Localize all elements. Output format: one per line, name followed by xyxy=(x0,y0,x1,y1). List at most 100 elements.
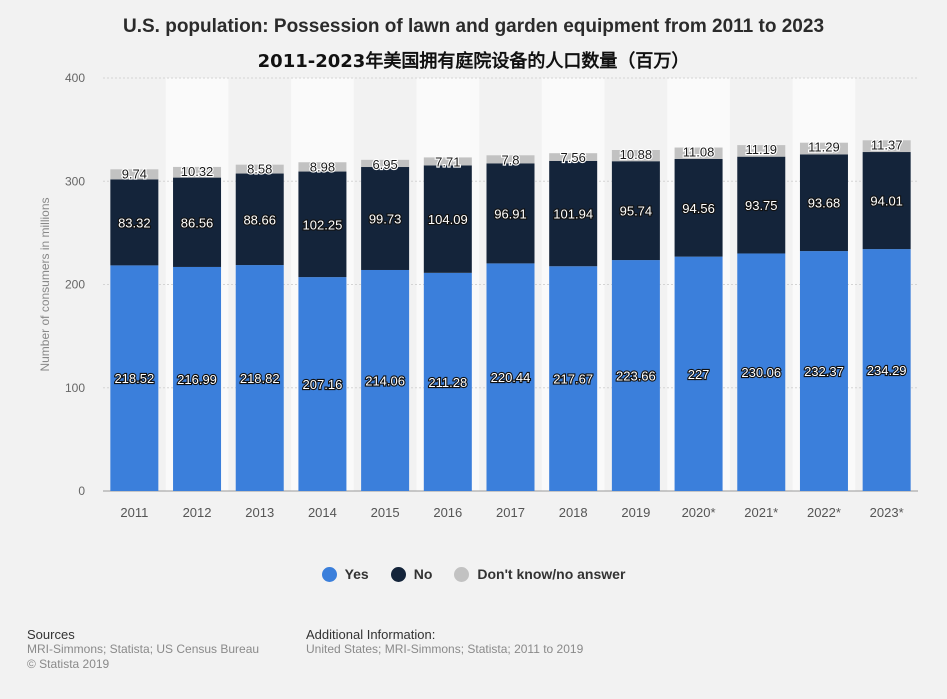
legend-label-dont-know: Don't know/no answer xyxy=(477,566,626,582)
bar-segment xyxy=(611,260,660,491)
data-label: 220.44 xyxy=(491,370,531,385)
bar-segment xyxy=(110,265,159,491)
data-label: 94.01 xyxy=(870,194,903,209)
x-tick-label: 2011 xyxy=(120,505,148,520)
legend-item-yes[interactable]: Yes xyxy=(321,566,369,582)
data-label: 7.71 xyxy=(435,154,460,169)
bar-segment xyxy=(737,253,786,491)
bar-segment xyxy=(549,153,598,162)
legend-label-no: No xyxy=(413,566,433,582)
x-tick-label: 2021* xyxy=(744,505,778,520)
bar-segment xyxy=(235,173,284,266)
data-label: 93.75 xyxy=(745,198,778,213)
bar-segment xyxy=(737,156,786,254)
x-tick-label: 2020* xyxy=(682,505,716,520)
data-label: 10.32 xyxy=(181,164,214,179)
data-label: 11.37 xyxy=(871,137,903,152)
data-label: 227 xyxy=(688,367,710,382)
bar-segment xyxy=(862,140,911,153)
data-label: 88.66 xyxy=(243,212,276,227)
bar-segment xyxy=(298,162,347,172)
bar-segment xyxy=(674,256,723,491)
data-label: 211.28 xyxy=(428,375,467,390)
data-label: 218.82 xyxy=(240,371,280,386)
data-label: 11.19 xyxy=(745,142,777,157)
data-label: 10.88 xyxy=(620,147,653,162)
x-tick-label: 2019 xyxy=(621,505,650,520)
bar-segment xyxy=(799,142,848,155)
x-tick-label: 2016 xyxy=(433,505,462,520)
additional-info-text: United States; MRI-Simmons; Statista; 20… xyxy=(306,642,584,656)
data-label: 11.08 xyxy=(683,145,715,160)
bar-segment xyxy=(799,154,848,252)
bar-segment xyxy=(423,165,472,273)
y-axis-label: Number of consumers in millions xyxy=(38,197,52,371)
bar-segment xyxy=(173,166,222,178)
data-label: 99.73 xyxy=(369,211,402,226)
data-label: 86.56 xyxy=(181,215,214,230)
sources-text: MRI-Simmons; Statista; US Census Bureau xyxy=(27,642,260,656)
bar-segment xyxy=(361,159,410,168)
data-label: 8.98 xyxy=(310,159,335,174)
bar-segment xyxy=(110,169,159,180)
legend-marker-dont-know xyxy=(454,566,470,582)
x-tick-label: 2015 xyxy=(371,505,400,520)
chart-legend: Yes No Don't know/no answer xyxy=(0,566,947,582)
chart-title: U.S. population: Possession of lawn and … xyxy=(122,16,825,37)
data-label: 95.74 xyxy=(620,204,653,219)
data-label: 223.66 xyxy=(616,369,656,384)
y-tick-label: 400 xyxy=(65,71,85,85)
bar-segment xyxy=(361,269,410,491)
x-tick-label: 2018 xyxy=(559,505,588,520)
data-label: 218.52 xyxy=(114,371,154,386)
data-label: 9.74 xyxy=(122,166,147,181)
y-tick-label: 300 xyxy=(65,174,85,188)
data-label: 83.32 xyxy=(118,215,151,230)
data-label: 8.58 xyxy=(247,162,272,177)
bar-segment xyxy=(486,163,535,264)
sources-heading: Sources xyxy=(27,627,75,642)
bar-segment xyxy=(486,263,535,491)
additional-info-block: Additional Information: United States; M… xyxy=(306,627,583,657)
bar-segment xyxy=(423,272,472,491)
data-label: 96.91 xyxy=(494,206,527,221)
bar-segment xyxy=(611,161,660,261)
data-label: 6.95 xyxy=(372,157,397,172)
bar-segment xyxy=(298,171,347,278)
legend-item-dont-know[interactable]: Don't know/no answer xyxy=(454,566,625,582)
data-label: 230.06 xyxy=(741,365,781,380)
y-tick-label: 0 xyxy=(78,484,85,498)
x-tick-label: 2013 xyxy=(245,505,274,520)
x-tick-label: 2012 xyxy=(183,505,212,520)
bar-segment xyxy=(674,147,723,159)
data-label: 7.8 xyxy=(501,152,519,167)
data-label: 101.94 xyxy=(553,207,593,222)
legend-item-no[interactable]: No xyxy=(390,566,433,582)
legend-marker-no xyxy=(390,566,406,582)
data-label: 93.68 xyxy=(808,196,841,211)
data-label: 7.56 xyxy=(561,150,586,165)
bar-segment xyxy=(173,177,222,267)
x-tick-label: 2014 xyxy=(308,505,337,520)
sources-block: Sources MRI-Simmons; Statista; US Census… xyxy=(27,627,259,672)
bar-segment xyxy=(862,249,911,491)
data-label: 207.16 xyxy=(303,377,343,392)
data-label: 234.29 xyxy=(867,363,907,378)
copyright-text: © Statista 2019 xyxy=(27,657,110,671)
bar-segment xyxy=(737,145,786,157)
bar-segment xyxy=(549,161,598,267)
data-label: 217.67 xyxy=(553,372,593,387)
data-label: 94.56 xyxy=(682,201,715,216)
x-tick-label: 2022* xyxy=(807,505,841,520)
bar-segment xyxy=(110,179,159,266)
legend-label-yes: Yes xyxy=(344,566,369,582)
bar-segment xyxy=(486,155,535,164)
y-tick-label: 100 xyxy=(65,381,85,395)
data-label: 102.25 xyxy=(303,217,343,232)
data-label: 214.06 xyxy=(365,373,405,388)
data-label: 104.09 xyxy=(428,212,468,227)
bar-segment xyxy=(173,266,222,491)
data-label: 11.29 xyxy=(808,140,840,155)
bar-segment xyxy=(799,251,848,491)
bar-segment xyxy=(235,164,284,174)
